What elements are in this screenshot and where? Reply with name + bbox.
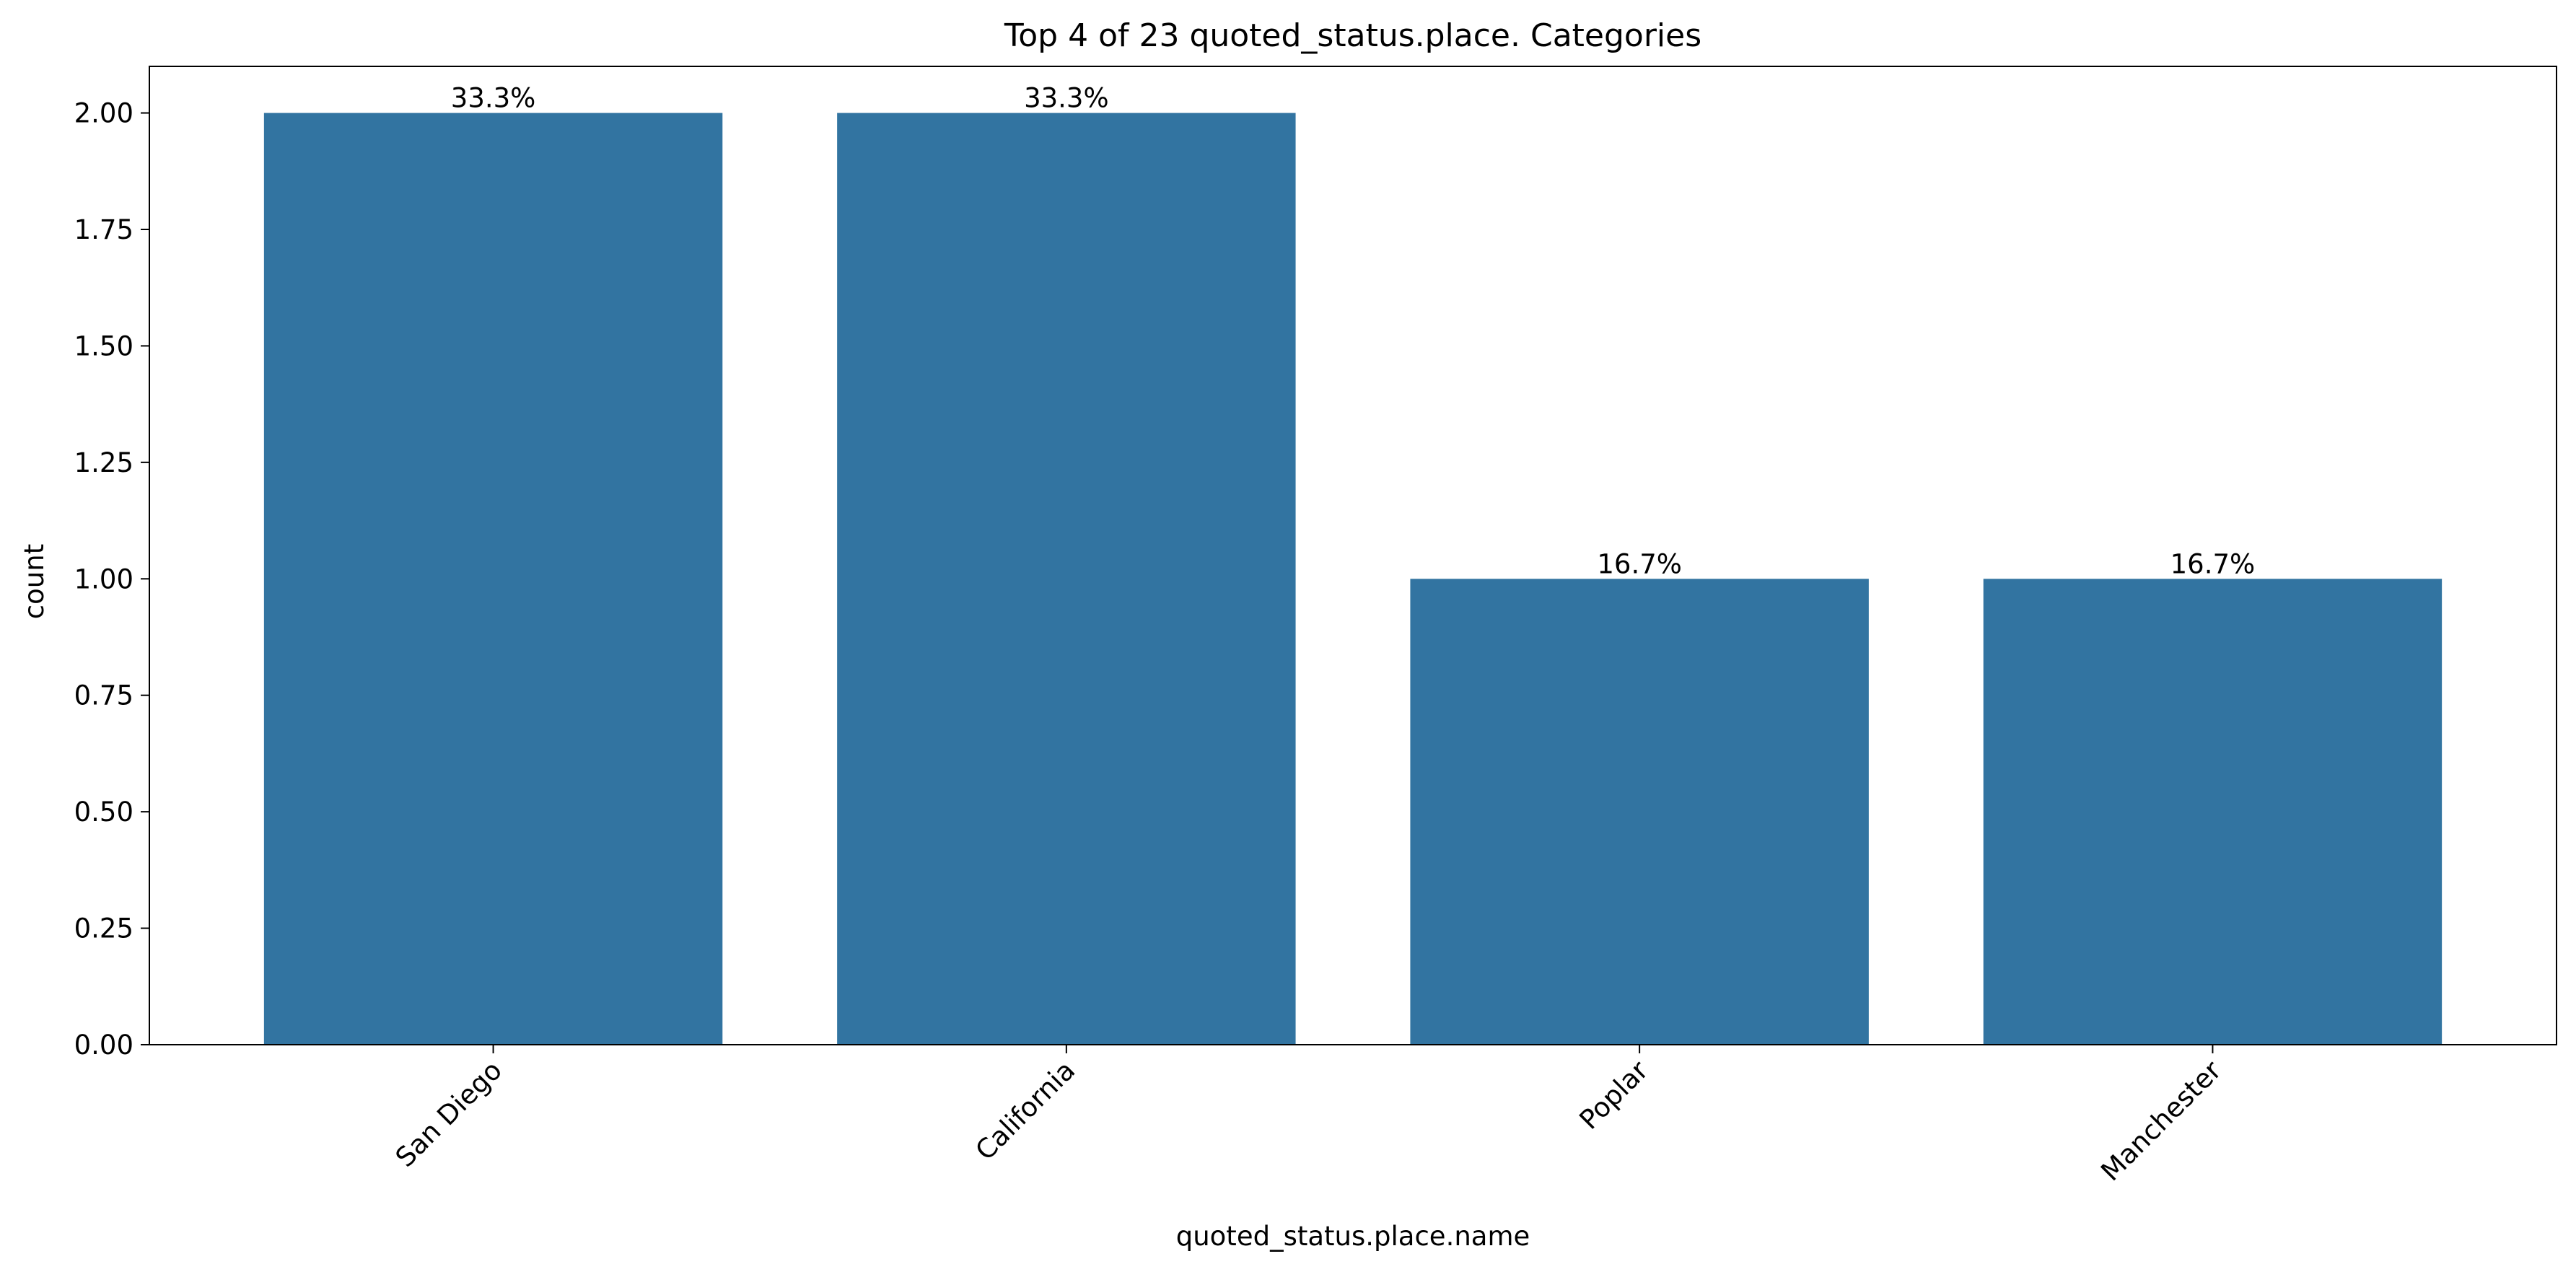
data-label-california: 33.3% xyxy=(1024,83,1109,114)
y-tick-label: 1.25 xyxy=(74,447,133,478)
x-tick-label: San Diego xyxy=(390,1055,508,1173)
y-tick-label: 2.00 xyxy=(74,98,133,129)
y-tick-label: 0.25 xyxy=(74,913,133,944)
y-axis-label: count xyxy=(19,544,50,619)
data-label-manchester: 16.7% xyxy=(2170,548,2256,579)
bar-poplar xyxy=(1410,579,1869,1045)
bar-california xyxy=(837,113,1296,1045)
x-tick-label: Manchester xyxy=(2095,1054,2227,1187)
data-label-san-diego: 33.3% xyxy=(451,83,536,114)
y-tick-label: 0.50 xyxy=(74,797,133,828)
x-tick-label: Poplar xyxy=(1574,1054,1655,1135)
bar-san-diego xyxy=(263,113,723,1045)
y-tick-label: 1.75 xyxy=(74,214,133,245)
plot-area: 33.3% 33.3% 16.7% 16.7% 0.00 0.25 0.50 0.75 1.00… xyxy=(74,66,2557,1187)
axes-frame xyxy=(149,66,2557,1045)
y-tick-label: 1.00 xyxy=(74,563,133,594)
y-tick-label: 0.75 xyxy=(74,680,133,711)
x-axis-label: quoted_status.place.name xyxy=(1176,1221,1530,1252)
data-label-poplar: 16.7% xyxy=(1597,548,1682,579)
bar-manchester xyxy=(1983,579,2443,1045)
y-tick-label: 1.50 xyxy=(74,330,133,361)
x-tick-label: California xyxy=(970,1055,1082,1167)
y-tick-label: 0.00 xyxy=(74,1030,133,1061)
chart-title: Top 4 of 23 quoted_status.place. Categor… xyxy=(1004,17,1701,54)
